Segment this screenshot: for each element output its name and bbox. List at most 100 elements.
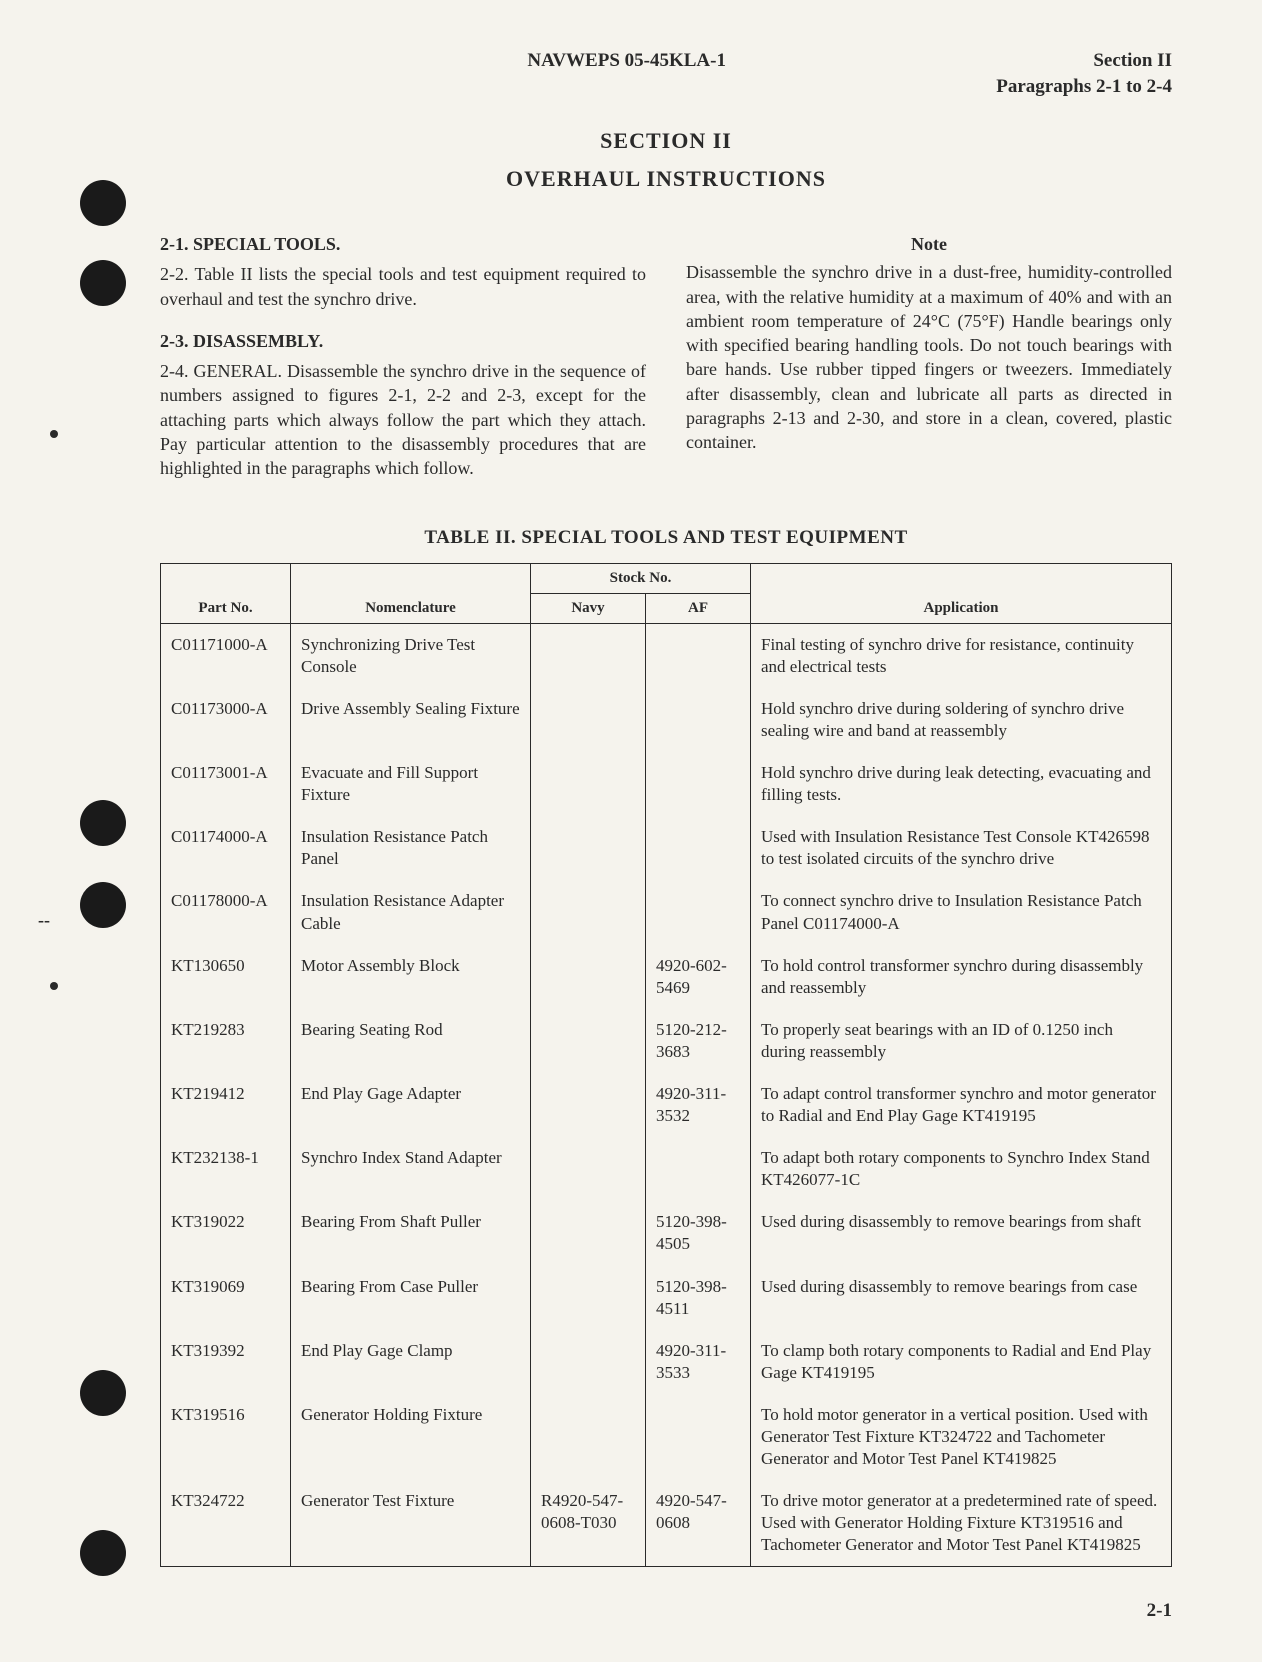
heading-special-tools: 2-1. SPECIAL TOOLS. [160, 232, 646, 256]
table-cell [646, 1137, 751, 1201]
doc-id: NAVWEPS 05-45KLA-1 [527, 50, 726, 72]
table-cell: KT324722 [161, 1480, 291, 1567]
table-cell [531, 945, 646, 1009]
table-row: KT324722Generator Test FixtureR4920-547-… [161, 1480, 1172, 1567]
th-af: AF [646, 593, 751, 623]
table-cell [646, 880, 751, 944]
table-cell: Generator Holding Fixture [291, 1394, 531, 1480]
table-cell [531, 880, 646, 944]
page-number: 2-1 [1147, 1600, 1172, 1622]
table-cell: Bearing From Case Puller [291, 1266, 531, 1330]
table-body: C01171000-ASynchronizing Drive Test Cons… [161, 623, 1172, 1567]
table-cell: C01178000-A [161, 880, 291, 944]
table-cell [531, 688, 646, 752]
th-stock: Stock No. [531, 563, 751, 593]
table-cell [531, 752, 646, 816]
table-cell: Insulation Resistance Adapter Cable [291, 880, 531, 944]
table-cell: Used during disassembly to remove bearin… [751, 1266, 1172, 1330]
table-cell: 5120-398-4511 [646, 1266, 751, 1330]
section-title: SECTION II [160, 128, 1172, 154]
th-nomenclature: Nomenclature [291, 563, 531, 623]
table-title: TABLE II. SPECIAL TOOLS AND TEST EQUIPME… [160, 527, 1172, 549]
table-cell: To clamp both rotary components to Radia… [751, 1330, 1172, 1394]
table-cell: To drive motor generator at a predetermi… [751, 1480, 1172, 1567]
table-cell: KT219412 [161, 1073, 291, 1137]
paragraphs-label: Paragraphs 2-1 to 2-4 [160, 76, 1172, 98]
punch-hole-icon [80, 882, 126, 928]
body-columns: 2-1. SPECIAL TOOLS. 2-2. Table II lists … [160, 232, 1172, 499]
table-cell: C01174000-A [161, 816, 291, 880]
table-cell: To hold motor generator in a vertical po… [751, 1394, 1172, 1480]
table-cell [531, 816, 646, 880]
tools-table: Part No. Nomenclature Stock No. Applicat… [160, 563, 1172, 1568]
para-2-2: 2-2. Table II lists the special tools an… [160, 262, 646, 311]
mark-icon [50, 982, 58, 990]
table-cell [531, 1266, 646, 1330]
table-cell: Drive Assembly Sealing Fixture [291, 688, 531, 752]
table-head: Part No. Nomenclature Stock No. Applicat… [161, 563, 1172, 623]
table-row: KT130650Motor Assembly Block4920-602-546… [161, 945, 1172, 1009]
table-cell [646, 623, 751, 688]
table-cell: 4920-547-0608 [646, 1480, 751, 1567]
table-cell [531, 1073, 646, 1137]
table-cell: To hold control transformer synchro duri… [751, 945, 1172, 1009]
note-heading: Note [686, 232, 1172, 256]
section-label: Section II [1093, 50, 1172, 72]
punch-hole-icon [80, 180, 126, 226]
table-cell: KT319516 [161, 1394, 291, 1480]
document-page: -- NAVWEPS 05-45KLA-1 Section II Paragra… [0, 0, 1262, 1662]
table-cell: C01173000-A [161, 688, 291, 752]
th-navy: Navy [531, 593, 646, 623]
table-cell: KT319069 [161, 1266, 291, 1330]
table-cell: Hold synchro drive during leak detecting… [751, 752, 1172, 816]
note-body: Disassemble the synchro drive in a dust-… [686, 260, 1172, 454]
table-row: C01173000-ADrive Assembly Sealing Fixtur… [161, 688, 1172, 752]
table-cell: 4920-311-3532 [646, 1073, 751, 1137]
table-cell: Final testing of synchro drive for resis… [751, 623, 1172, 688]
table-row: KT319022Bearing From Shaft Puller 5120-39… [161, 1201, 1172, 1265]
table-row: KT319392End Play Gage Clamp4920-311-3533… [161, 1330, 1172, 1394]
table-cell: C01173001-A [161, 752, 291, 816]
table-cell [646, 1394, 751, 1480]
th-part: Part No. [161, 563, 291, 623]
table-cell: Insulation Resistance Patch Panel [291, 816, 531, 880]
left-column: 2-1. SPECIAL TOOLS. 2-2. Table II lists … [160, 232, 646, 499]
table-cell: KT319022 [161, 1201, 291, 1265]
table-cell [646, 688, 751, 752]
table-cell: Used with Insulation Resistance Test Con… [751, 816, 1172, 880]
punch-hole-icon [80, 260, 126, 306]
section-subtitle: OVERHAUL INSTRUCTIONS [160, 166, 1172, 192]
table-cell: KT219283 [161, 1009, 291, 1073]
table-cell [531, 623, 646, 688]
table-cell [531, 1009, 646, 1073]
table-cell: End Play Gage Adapter [291, 1073, 531, 1137]
th-application: Application [751, 563, 1172, 623]
table-cell: 5120-398-4505 [646, 1201, 751, 1265]
table-cell: Motor Assembly Block [291, 945, 531, 1009]
table-cell: Synchronizing Drive Test Console [291, 623, 531, 688]
mark-icon [50, 430, 58, 438]
punch-hole-icon [80, 800, 126, 846]
table-cell: Synchro Index Stand Adapter [291, 1137, 531, 1201]
table-cell: Used during disassembly to remove bearin… [751, 1201, 1172, 1265]
table-row: C01173001-AEvacuate and Fill Support Fix… [161, 752, 1172, 816]
table-row: C01178000-AInsulation Resistance Adapter… [161, 880, 1172, 944]
table-cell: Bearing Seating Rod [291, 1009, 531, 1073]
table-cell: Bearing From Shaft Puller [291, 1201, 531, 1265]
punch-hole-icon [80, 1530, 126, 1576]
table-cell: To connect synchro drive to Insulation R… [751, 880, 1172, 944]
heading-disassembly: 2-3. DISASSEMBLY. [160, 329, 646, 353]
right-column: Note Disassemble the synchro drive in a … [686, 232, 1172, 499]
table-cell: 4920-311-3533 [646, 1330, 751, 1394]
table-cell: To adapt control transformer synchro and… [751, 1073, 1172, 1137]
table-cell [531, 1201, 646, 1265]
table-cell: R4920-547-0608-T030 [531, 1480, 646, 1567]
table-cell: To properly seat bearings with an ID of … [751, 1009, 1172, 1073]
table-row: C01174000-AInsulation Resistance Patch P… [161, 816, 1172, 880]
table-cell: Evacuate and Fill Support Fixture [291, 752, 531, 816]
table-row: KT219283Bearing Seating Rod 5120-212-3683… [161, 1009, 1172, 1073]
table-cell: 5120-212-3683 [646, 1009, 751, 1073]
table-cell: KT130650 [161, 945, 291, 1009]
table-row: KT232138-1Synchro Index Stand AdapterTo … [161, 1137, 1172, 1201]
table-cell: To adapt both rotary components to Synch… [751, 1137, 1172, 1201]
